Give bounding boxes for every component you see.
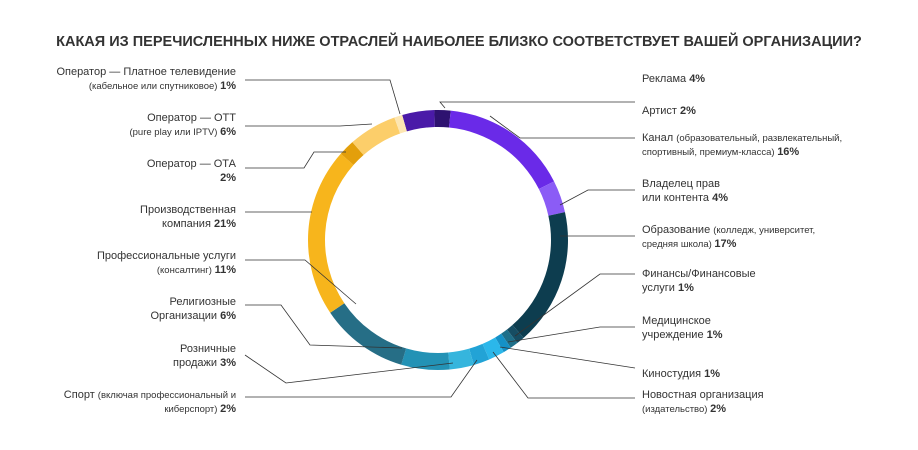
label-right-4-line-1: Владелец прав bbox=[642, 178, 720, 190]
donut-ring bbox=[308, 109, 568, 370]
label-left-4-line-1: Производственная bbox=[140, 204, 236, 216]
leader-line-5 bbox=[514, 273, 635, 337]
donut-slice-13 bbox=[330, 303, 407, 365]
label-left-5-line-1: Профессиональные услуги bbox=[97, 250, 236, 262]
donut-slice-11 bbox=[448, 348, 474, 370]
donut-slice-14 bbox=[308, 153, 354, 313]
donut-slice-1 bbox=[402, 110, 435, 132]
label-right-5-line-1: Образование (колледж, университет, bbox=[642, 224, 815, 236]
leader-line-6 bbox=[507, 326, 635, 343]
leader-line-1 bbox=[439, 101, 635, 109]
label-left-7-line-2: продажи 3% bbox=[173, 357, 236, 369]
donut-slice-8 bbox=[495, 333, 511, 353]
leader-line-11 bbox=[245, 151, 346, 169]
donut-slice-4 bbox=[538, 181, 565, 216]
donut-slice-6 bbox=[506, 325, 524, 343]
leader-line-7 bbox=[499, 346, 636, 369]
label-right-6-line-1: Финансы/Финансовые bbox=[642, 268, 756, 280]
label-right-7-line-1: Медицинское bbox=[642, 315, 711, 327]
leader-line-3 bbox=[559, 189, 635, 206]
slice-labels: Реклама 4% Артист 2% Канал (образовательны… bbox=[56, 66, 842, 415]
label-right-4-line-2: или контента 4% bbox=[642, 192, 728, 204]
leader-line-9 bbox=[245, 79, 401, 115]
leader-line-16 bbox=[245, 359, 478, 398]
label-right-2-line-1: Артист 2% bbox=[642, 105, 696, 117]
donut-slice-16 bbox=[352, 117, 401, 155]
label-right-6-line-2: услуги 1% bbox=[642, 282, 694, 294]
label-left-1-line-2: (кабельное или спутниковое) 1% bbox=[89, 80, 236, 92]
label-left-8-line-1: Спорт (включая профессиональный и bbox=[64, 389, 236, 401]
leader-line-15 bbox=[244, 354, 454, 384]
label-left-4-line-2: компания 21% bbox=[162, 218, 236, 230]
label-right-7-line-2: учреждение 1% bbox=[642, 329, 723, 341]
label-left-2-line-2: (pure play или IPTV) 6% bbox=[129, 126, 236, 138]
donut-slice-12 bbox=[401, 348, 450, 370]
donut-slice-10 bbox=[469, 343, 490, 365]
label-left-5-line-2: (консалтинг) 11% bbox=[157, 264, 236, 276]
leader-line-10 bbox=[245, 123, 373, 127]
donut-slice-7 bbox=[501, 329, 518, 348]
label-left-8-line-2: киберспорт) 2% bbox=[164, 403, 236, 415]
label-right-8-line-1: Киностудия 1% bbox=[642, 368, 720, 380]
donut-slice-15 bbox=[340, 142, 364, 165]
label-right-1-line-1: Реклама 4% bbox=[642, 73, 705, 85]
label-left-2-line-1: Оператор — ОТТ bbox=[147, 112, 236, 124]
leader-line-2 bbox=[489, 115, 635, 139]
leader-lines bbox=[244, 79, 636, 399]
leader-line-13 bbox=[245, 259, 357, 305]
leader-line-8 bbox=[492, 351, 635, 399]
label-right-3-line-2: спортивный, премиум-класса) 16% bbox=[642, 146, 799, 158]
chart-title: КАКАЯ ИЗ ПЕРЕЧИСЛЕННЫХ НИЖЕ ОТРАСЛЕЙ НАИ… bbox=[56, 32, 862, 50]
label-right-9-line-2: (издательство) 2% bbox=[642, 403, 726, 415]
label-right-9-line-1: Новостная организация bbox=[642, 389, 764, 401]
label-right-5-line-2: средняя школа) 17% bbox=[642, 238, 737, 250]
label-left-3-line-2: 2% bbox=[220, 172, 236, 184]
donut-slice-17 bbox=[394, 115, 407, 134]
donut-slice-9 bbox=[482, 337, 504, 360]
label-left-6-line-1: Религиозные bbox=[170, 296, 236, 308]
label-left-1-line-1: Оператор — Платное телевидение bbox=[56, 66, 236, 78]
label-right-3-line-1: Канал (образовательный, развлекательный, bbox=[642, 132, 842, 144]
leader-line-14 bbox=[245, 304, 403, 349]
donut-slice-5 bbox=[512, 212, 568, 338]
label-left-6-line-2: Организации 6% bbox=[151, 310, 237, 322]
donut-slice-3 bbox=[449, 110, 555, 190]
label-left-7-line-1: Розничные bbox=[180, 343, 236, 355]
label-left-3-line-1: Оператор — ОТА bbox=[147, 158, 237, 170]
donut-slice-2 bbox=[434, 109, 451, 128]
